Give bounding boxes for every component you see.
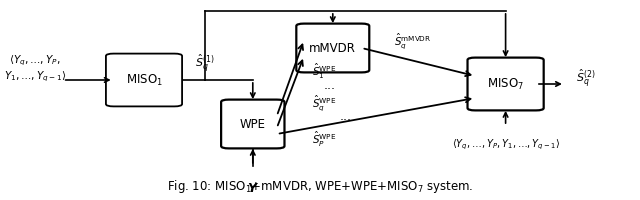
Text: $\hat{S}_q^{(2)}$: $\hat{S}_q^{(2)}$ xyxy=(576,67,595,89)
Text: MISO$_1$: MISO$_1$ xyxy=(125,72,163,88)
Text: ...: ... xyxy=(340,110,351,123)
FancyBboxPatch shape xyxy=(296,24,369,72)
Text: ...: ... xyxy=(324,79,335,92)
Text: $\hat{S}_q^{\mathrm{mMVDR}}$: $\hat{S}_q^{\mathrm{mMVDR}}$ xyxy=(394,31,431,51)
Text: $\hat{S}_P^{\mathrm{WPE}}$: $\hat{S}_P^{\mathrm{WPE}}$ xyxy=(312,129,337,149)
Text: $\boldsymbol{Y}$: $\boldsymbol{Y}$ xyxy=(247,182,259,195)
FancyBboxPatch shape xyxy=(106,54,182,106)
FancyBboxPatch shape xyxy=(468,58,544,110)
Text: mMVDR: mMVDR xyxy=(309,42,356,54)
Text: Fig. 10: MISO$_1$+mMVDR, WPE+WPE+MISO$_7$ system.: Fig. 10: MISO$_1$+mMVDR, WPE+WPE+MISO$_7… xyxy=(167,178,473,195)
Text: $\hat{S}_1^{\mathrm{WPE}}$: $\hat{S}_1^{\mathrm{WPE}}$ xyxy=(312,61,337,81)
Text: $\langle Y_q,\ldots,Y_P,Y_1,\ldots,Y_{q-1}\rangle$: $\langle Y_q,\ldots,Y_P,Y_1,\ldots,Y_{q-… xyxy=(452,138,559,152)
FancyBboxPatch shape xyxy=(221,100,285,148)
Text: $\hat{S}_q^{(1)}$: $\hat{S}_q^{(1)}$ xyxy=(195,52,214,74)
Text: MISO$_7$: MISO$_7$ xyxy=(487,76,524,92)
Text: WPE: WPE xyxy=(240,117,266,130)
Text: $\langle Y_q,\ldots,Y_P,$
$Y_1,\ldots,Y_{q-1}\rangle$: $\langle Y_q,\ldots,Y_P,$ $Y_1,\ldots,Y_… xyxy=(4,54,67,84)
Text: $\hat{S}_q^{\mathrm{WPE}}$: $\hat{S}_q^{\mathrm{WPE}}$ xyxy=(312,93,337,113)
